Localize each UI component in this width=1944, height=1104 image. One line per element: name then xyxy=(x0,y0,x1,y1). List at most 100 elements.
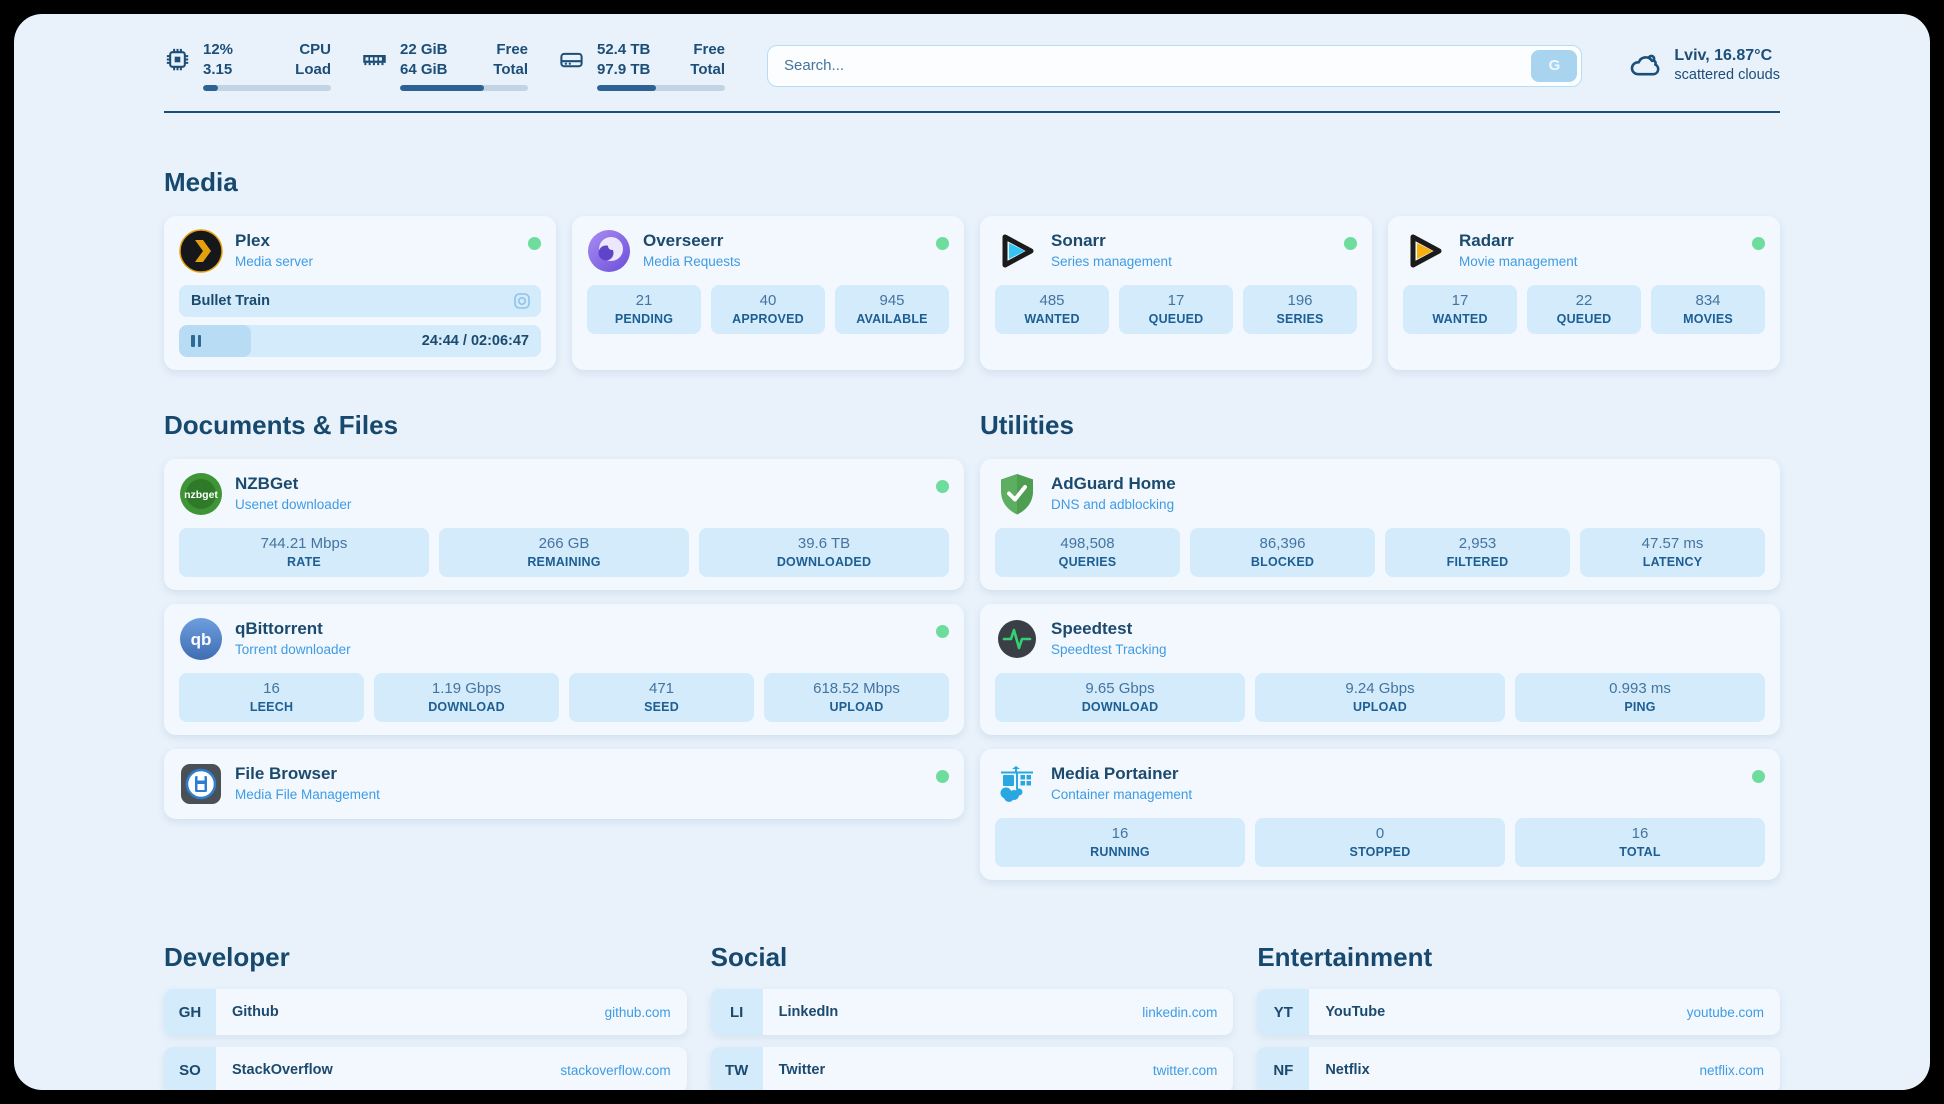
portainer-icon xyxy=(1000,766,1033,802)
plex-icon xyxy=(179,229,223,273)
disk-value-free: 52.4 TB xyxy=(597,41,651,58)
section-title-social: Social xyxy=(710,942,788,972)
now-playing-progress: 24:44 / 02:06:47 xyxy=(179,325,541,357)
link-abbr: YT xyxy=(1257,989,1310,1035)
link-row-netflix[interactable]: NF Netflix netflix.com xyxy=(1257,1047,1780,1090)
stat-tile: 0 STOPPED xyxy=(1255,818,1505,867)
search-input[interactable] xyxy=(767,44,1583,87)
service-card-portainer[interactable]: Media Portainer Container management 16 R… xyxy=(980,749,1780,880)
status-dot xyxy=(936,770,949,783)
service-card-sonarr[interactable]: Sonarr Series management 485 WANTED 17 QUE… xyxy=(980,216,1372,370)
stat-tile: 47.57 ms LATENCY xyxy=(1580,528,1765,577)
link-name: Netflix xyxy=(1325,1062,1370,1078)
service-subtitle: Media Requests xyxy=(643,254,741,269)
link-url[interactable]: twitter.com xyxy=(1152,1062,1218,1078)
cpu-value-load: 3.15 xyxy=(203,60,233,78)
stat-tile: 834 MOVIES xyxy=(1651,285,1765,334)
disk-value-total: 97.9 TB xyxy=(597,60,651,78)
ram-total-label: Total xyxy=(493,60,528,78)
stat-tile: 471 SEED xyxy=(569,673,754,722)
service-card-plex[interactable]: Plex Media server Bullet Train 24:44 / 0… xyxy=(164,216,556,370)
entertainment-links: Entertainment YT YouTube youtube.com NF … xyxy=(1257,942,1780,1090)
link-url[interactable]: linkedin.com xyxy=(1142,1004,1218,1020)
service-name: Radarr xyxy=(1459,231,1514,250)
ram-value-free: 22 GiB xyxy=(400,41,448,58)
link-row-stackoverflow[interactable]: SO StackOverflow stackoverflow.com xyxy=(164,1047,687,1090)
service-card-radarr[interactable]: Radarr Movie management 17 WANTED 22 QUEUE… xyxy=(1388,216,1780,370)
section-title-developer: Developer xyxy=(164,942,290,972)
disk-progress-bar xyxy=(597,85,725,91)
service-name: File Browser xyxy=(235,764,338,783)
stat-tile: 196 SERIES xyxy=(1243,285,1357,334)
link-abbr: TW xyxy=(710,1047,763,1090)
stat-tile: 17 QUEUED xyxy=(1119,285,1233,334)
radarr-icon xyxy=(1410,234,1442,268)
link-abbr: LI xyxy=(710,989,763,1035)
status-dot xyxy=(936,480,949,493)
service-subtitle: DNS and adblocking xyxy=(1051,497,1175,512)
weather-condition: scattered clouds xyxy=(1674,67,1780,84)
top-bar: 12% 3.15 CPU Load xyxy=(164,40,1780,91)
pause-icon[interactable] xyxy=(191,335,203,347)
stat-tile: 16 RUNNING xyxy=(995,818,1245,867)
cpu-progress-bar xyxy=(203,85,331,91)
status-dot xyxy=(1752,770,1765,783)
link-name: YouTube xyxy=(1325,1004,1386,1020)
header-divider xyxy=(164,111,1780,113)
stat-tile: 9.24 Gbps UPLOAD xyxy=(1255,673,1505,722)
svg-text:qb: qb xyxy=(191,630,212,649)
search-engine-button[interactable]: G xyxy=(1531,49,1578,82)
disk-stat: 52.4 TB 97.9 TB Free Total xyxy=(558,40,725,91)
service-name: Plex xyxy=(235,231,270,250)
section-title-entertainment: Entertainment xyxy=(1257,942,1433,972)
link-abbr: SO xyxy=(164,1047,216,1090)
now-playing-title: Bullet Train xyxy=(191,293,270,309)
dashboard-panel: 12% 3.15 CPU Load xyxy=(14,14,1930,1090)
now-playing-session-icon[interactable] xyxy=(513,292,531,310)
link-row-youtube[interactable]: YT YouTube youtube.com xyxy=(1257,989,1780,1035)
filebrowser-icon xyxy=(181,764,221,804)
weather-location-temp: Lviv, 16.87°C xyxy=(1674,46,1773,64)
link-url[interactable]: stackoverflow.com xyxy=(560,1062,671,1078)
stat-tile: 21 PENDING xyxy=(587,285,701,334)
service-name: qBittorrent xyxy=(235,619,323,638)
status-dot xyxy=(1344,237,1357,250)
service-name: Sonarr xyxy=(1051,231,1106,250)
ram-icon xyxy=(363,55,386,66)
ram-value-total: 64 GiB xyxy=(400,60,448,78)
stat-tile: 39.6 TB DOWNLOADED xyxy=(699,528,949,577)
service-subtitle: Speedtest Tracking xyxy=(1051,642,1167,657)
disk-free-label: Free xyxy=(693,41,725,58)
link-name: Twitter xyxy=(778,1062,826,1078)
section-title-media: Media xyxy=(164,167,238,197)
stat-tile: 22 QUEUED xyxy=(1527,285,1641,334)
service-card-filebrowser[interactable]: File Browser Media File Management xyxy=(164,749,964,819)
service-card-nzbget[interactable]: nzbget NZBGet Usenet downloader 744.21 M… xyxy=(164,459,964,590)
stat-tile: 0.993 ms PING xyxy=(1515,673,1765,722)
ram-free-label: Free xyxy=(496,41,528,58)
service-subtitle: Container management xyxy=(1051,787,1193,802)
service-card-adguard[interactable]: AdGuard Home DNS and adblocking 498,508 Q… xyxy=(980,459,1780,590)
stat-tile: 9.65 Gbps DOWNLOAD xyxy=(995,673,1245,722)
link-row-twitter[interactable]: TW Twitter twitter.com xyxy=(710,1047,1234,1090)
stat-tile: 1.19 Gbps DOWNLOAD xyxy=(374,673,559,722)
status-dot xyxy=(1752,237,1765,250)
cpu-label: CPU xyxy=(299,41,331,58)
link-name: StackOverflow xyxy=(232,1062,333,1078)
service-card-qbittorrent[interactable]: qb qBittorrent Torrent downloader 16 LEEC… xyxy=(164,604,964,735)
link-name: Github xyxy=(232,1004,279,1020)
service-name: NZBGet xyxy=(235,474,299,493)
documents-column: Documents & Files nzbget NZBGet Usenet d… xyxy=(164,410,964,894)
link-url[interactable]: youtube.com xyxy=(1686,1004,1764,1020)
service-subtitle: Torrent downloader xyxy=(235,642,351,657)
stat-tile: 744.21 Mbps RATE xyxy=(179,528,429,577)
service-name: Media Portainer xyxy=(1051,764,1179,783)
service-card-speedtest[interactable]: Speedtest Speedtest Tracking 9.65 Gbps DO… xyxy=(980,604,1780,735)
service-subtitle: Media server xyxy=(235,254,314,269)
link-url[interactable]: netflix.com xyxy=(1699,1062,1764,1078)
link-row-linkedin[interactable]: LI LinkedIn linkedin.com xyxy=(710,989,1234,1035)
stat-tile: 498,508 QUERIES xyxy=(995,528,1180,577)
service-card-overseerr[interactable]: Overseerr Media Requests 21 PENDING 40 APP… xyxy=(572,216,964,370)
link-url[interactable]: github.com xyxy=(604,1004,671,1020)
link-row-github[interactable]: GH Github github.com xyxy=(164,989,687,1035)
